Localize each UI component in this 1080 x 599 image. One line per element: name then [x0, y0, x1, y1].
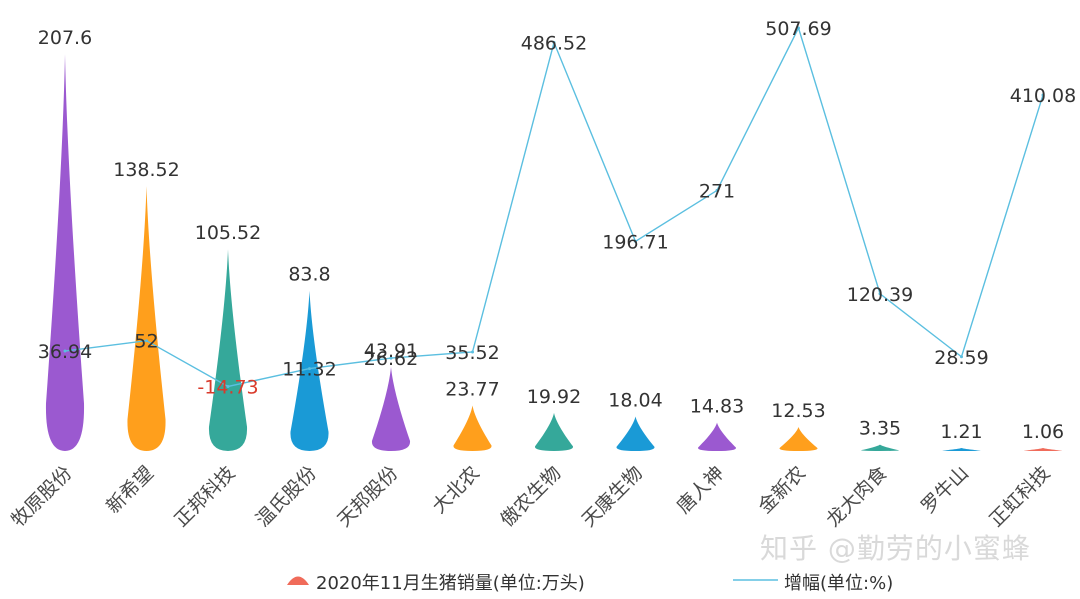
growth-point [960, 355, 963, 359]
bar-mark [453, 405, 492, 451]
category-label: 正虹科技 [985, 462, 1054, 531]
line-value-label: 196.71 [602, 231, 668, 253]
bar-value-label: 12.53 [771, 400, 825, 422]
category-label: 正邦科技 [170, 462, 239, 531]
category-label: 新希望 [102, 462, 158, 518]
bar-value-label: 3.35 [859, 418, 901, 440]
category-label: 龙大肉食 [822, 462, 891, 531]
bar-mark [290, 290, 329, 451]
growth-point [1041, 93, 1045, 97]
legend-line-label: 增幅(单位:%) [784, 573, 893, 594]
bars-layer [45, 54, 1063, 451]
bar-mark [371, 367, 411, 451]
watermark-text: 知乎 @勤劳的小蜜蜂 [760, 532, 1031, 565]
bar-value-label: 43.91 [364, 340, 418, 362]
category-label: 天邦股份 [333, 462, 402, 531]
line-value-label: 28.59 [934, 347, 988, 369]
category-label: 唐人神 [673, 462, 729, 518]
line-value-label: 11.32 [282, 359, 336, 381]
line-value-label: 120.39 [847, 284, 913, 306]
labels-layer: 207.6 138.52 105.52 83.8 43.91 23.77 19.92 18.0… [38, 18, 1076, 443]
bar-mark [1023, 448, 1063, 451]
category-label: 牧原股份 [7, 462, 76, 531]
bar-mark [779, 427, 818, 451]
bar-value-label: 138.52 [113, 159, 179, 181]
growth-point [63, 349, 67, 353]
category-labels: 牧原股份 新希望 正邦科技 温氏股份 天邦股份 大北农 傲农生物 天康生物 唐人神 金新农 龙大肉食… [7, 462, 1054, 531]
growth-point [226, 384, 230, 388]
bar-mark [534, 412, 574, 451]
growth-line [64, 26, 1044, 388]
bar-value-label: 18.04 [608, 390, 662, 412]
line-value-label: 410.08 [1010, 85, 1076, 107]
growth-point [552, 41, 556, 45]
growth-point [715, 188, 719, 192]
line-value-label: 271 [699, 180, 735, 202]
bar-value-label: 83.8 [288, 264, 330, 286]
category-label: 傲农生物 [496, 462, 565, 531]
bar-mark [942, 448, 981, 451]
bar-value-label: 105.52 [195, 222, 261, 244]
bar-value-label: 1.21 [940, 421, 982, 443]
category-label: 温氏股份 [252, 462, 321, 531]
category-label: 大北农 [428, 462, 484, 518]
line-value-label: 36.94 [38, 341, 92, 363]
bar-mark [697, 422, 737, 451]
legend-bar-label: 2020年11月生猪销量(单位:万头) [316, 573, 585, 594]
line-value-label: -14.73 [197, 376, 258, 398]
line-value-label: 52 [134, 331, 158, 353]
bar-mark [860, 444, 900, 451]
line-value-label: 26.62 [364, 348, 418, 370]
bar-value-label: 23.77 [445, 379, 499, 401]
bar-mark [127, 186, 166, 451]
bar-mark [45, 54, 85, 451]
category-label: 金新农 [754, 462, 810, 518]
bar-value-label: 14.83 [690, 396, 744, 418]
line-layer [63, 26, 1045, 388]
growth-point [308, 367, 311, 371]
growth-point [878, 292, 882, 296]
line-value-label: 35.52 [445, 342, 499, 364]
category-label: 罗牛山 [917, 462, 973, 518]
growth-point [634, 239, 637, 243]
bar-value-label: 207.6 [38, 27, 92, 49]
bar-value-label: 19.92 [527, 386, 581, 408]
bar-value-label: 1.06 [1022, 421, 1064, 443]
category-label: 天康生物 [578, 462, 647, 531]
growth-point [797, 26, 800, 30]
growth-point [471, 350, 474, 354]
line-value-label: 507.69 [765, 18, 831, 40]
bar-mark [616, 416, 655, 451]
legend-bar-swatch [287, 576, 309, 585]
legend: 2020年11月生猪销量(单位:万头) 增幅(单位:%) [287, 573, 893, 594]
line-value-label: 486.52 [521, 33, 587, 55]
bar-mark [208, 249, 248, 451]
growth-point [145, 339, 148, 343]
growth-point [389, 356, 393, 360]
